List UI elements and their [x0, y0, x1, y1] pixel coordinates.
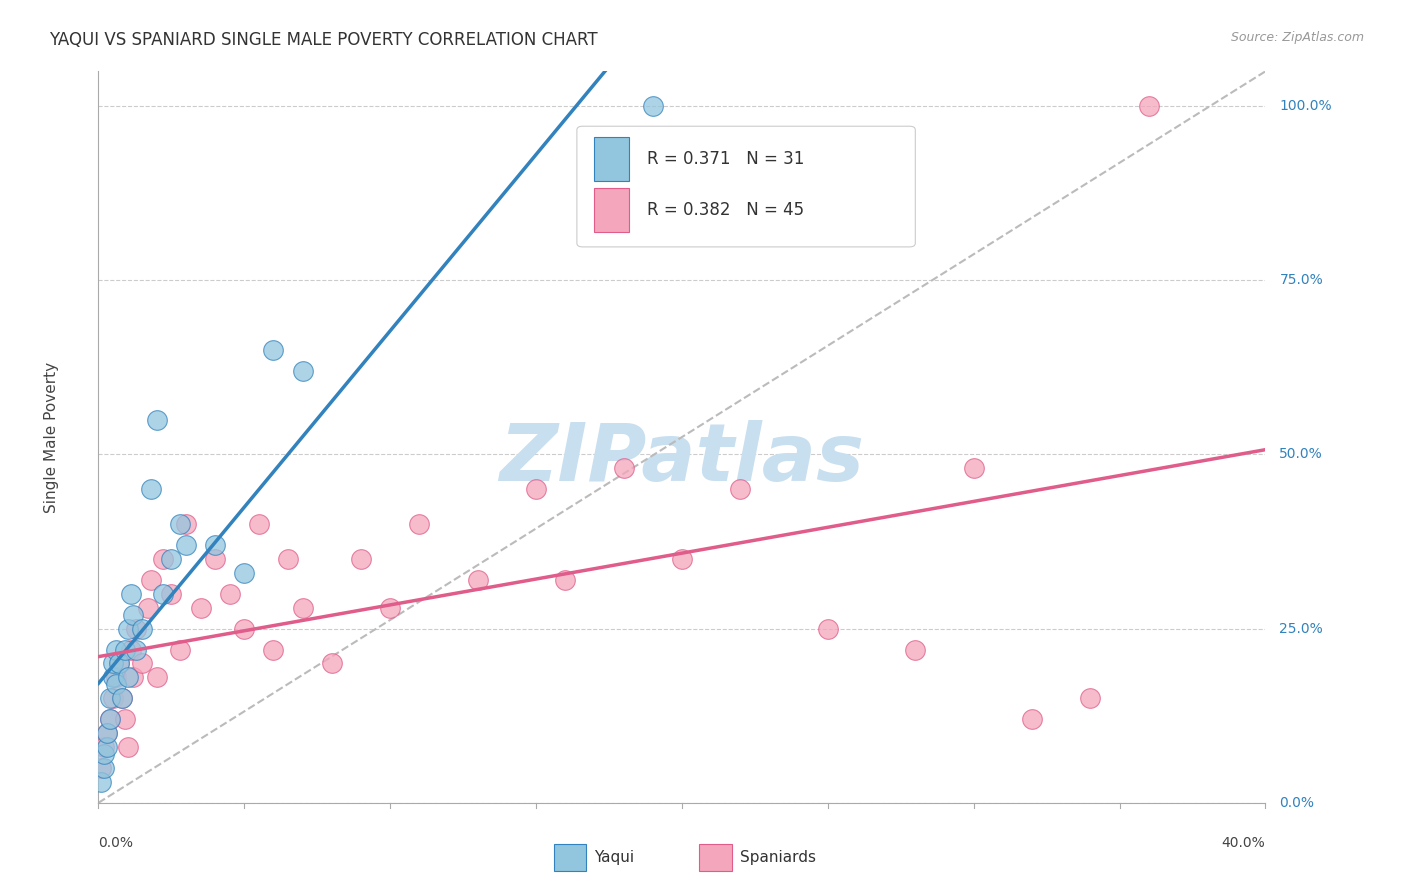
- Point: [90, 775, 112, 789]
- Point: [204, 552, 226, 566]
- Point: [169, 517, 191, 532]
- Point: [291, 600, 314, 615]
- Point: [104, 677, 127, 691]
- Point: [1021, 712, 1043, 726]
- Point: [139, 483, 162, 497]
- Point: [117, 740, 139, 755]
- FancyBboxPatch shape: [576, 126, 915, 247]
- Point: [108, 657, 131, 671]
- Point: [218, 587, 240, 601]
- Point: [93, 747, 115, 761]
- Point: [114, 712, 136, 726]
- Point: [152, 552, 174, 566]
- Text: 40.0%: 40.0%: [1222, 836, 1265, 850]
- FancyBboxPatch shape: [699, 845, 733, 871]
- Text: R = 0.371   N = 31: R = 0.371 N = 31: [647, 150, 804, 168]
- Text: Spaniards: Spaniards: [741, 850, 817, 865]
- Text: YAQUI VS SPANIARD SINGLE MALE POVERTY CORRELATION CHART: YAQUI VS SPANIARD SINGLE MALE POVERTY CO…: [49, 31, 598, 49]
- Point: [146, 670, 169, 684]
- Point: [104, 670, 127, 684]
- Point: [101, 657, 124, 671]
- Text: 25.0%: 25.0%: [1279, 622, 1323, 636]
- FancyBboxPatch shape: [554, 845, 586, 871]
- Point: [174, 517, 197, 532]
- Point: [111, 691, 134, 706]
- Text: 0.0%: 0.0%: [1279, 796, 1315, 810]
- Point: [160, 552, 183, 566]
- Point: [93, 740, 115, 755]
- Point: [120, 587, 142, 601]
- Point: [321, 657, 343, 671]
- Point: [125, 622, 148, 636]
- Point: [125, 642, 148, 657]
- Text: 100.0%: 100.0%: [1279, 99, 1331, 113]
- Text: Yaqui: Yaqui: [595, 850, 634, 865]
- Point: [233, 566, 256, 580]
- Point: [114, 642, 136, 657]
- Text: 75.0%: 75.0%: [1279, 273, 1323, 287]
- Point: [111, 691, 134, 706]
- Point: [524, 483, 547, 497]
- Point: [671, 552, 693, 566]
- Point: [146, 412, 169, 426]
- Point: [233, 622, 256, 636]
- Point: [98, 712, 121, 726]
- Point: [262, 642, 284, 657]
- Point: [247, 517, 270, 532]
- Point: [122, 607, 145, 622]
- Point: [204, 538, 226, 552]
- Point: [1080, 691, 1102, 706]
- Point: [96, 726, 118, 740]
- Point: [117, 622, 139, 636]
- Point: [96, 726, 118, 740]
- Point: [1137, 99, 1160, 113]
- Point: [174, 538, 197, 552]
- Point: [962, 461, 984, 475]
- Point: [131, 622, 153, 636]
- Point: [136, 600, 159, 615]
- Point: [120, 642, 142, 657]
- Point: [408, 517, 430, 532]
- Point: [101, 670, 124, 684]
- Point: [169, 642, 191, 657]
- Text: Source: ZipAtlas.com: Source: ZipAtlas.com: [1230, 31, 1364, 45]
- FancyBboxPatch shape: [595, 188, 630, 232]
- Text: 0.0%: 0.0%: [98, 836, 134, 850]
- Point: [728, 483, 751, 497]
- Point: [641, 99, 664, 113]
- Point: [139, 573, 162, 587]
- FancyBboxPatch shape: [595, 137, 630, 181]
- Point: [98, 712, 121, 726]
- Point: [554, 573, 576, 587]
- Point: [612, 461, 634, 475]
- Point: [904, 642, 927, 657]
- Point: [90, 761, 112, 775]
- Point: [122, 670, 145, 684]
- Point: [277, 552, 299, 566]
- Text: R = 0.382   N = 45: R = 0.382 N = 45: [647, 202, 804, 219]
- Point: [817, 622, 839, 636]
- Point: [96, 740, 118, 755]
- Point: [93, 761, 115, 775]
- Point: [467, 573, 489, 587]
- Point: [101, 691, 124, 706]
- Point: [291, 364, 314, 378]
- Point: [131, 657, 153, 671]
- Point: [262, 343, 284, 357]
- Point: [104, 642, 127, 657]
- Point: [152, 587, 174, 601]
- Text: 50.0%: 50.0%: [1279, 448, 1323, 461]
- Point: [350, 552, 373, 566]
- Point: [98, 691, 121, 706]
- Point: [190, 600, 212, 615]
- Point: [160, 587, 183, 601]
- Text: Single Male Poverty: Single Male Poverty: [44, 361, 59, 513]
- Text: ZIPatlas: ZIPatlas: [499, 420, 865, 498]
- Point: [378, 600, 402, 615]
- Point: [117, 670, 139, 684]
- Point: [108, 657, 131, 671]
